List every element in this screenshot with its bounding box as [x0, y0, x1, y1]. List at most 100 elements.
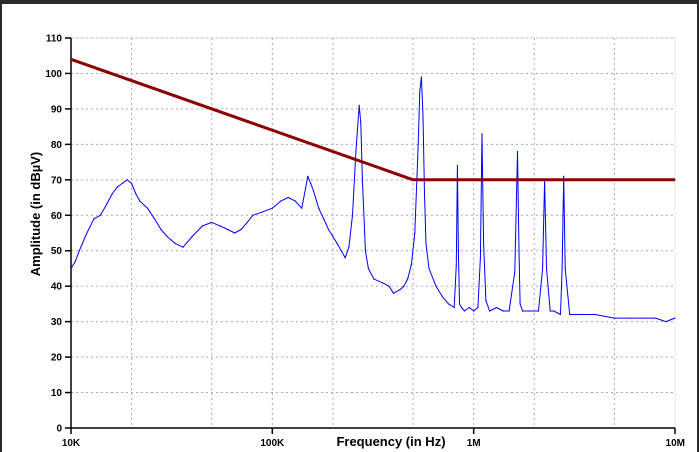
spectrum-point-6: [105, 204, 108, 206]
spectrum-point-76: [458, 303, 461, 305]
spectrum-point-59: [407, 278, 409, 280]
spectrum-point-89: [508, 310, 510, 312]
spectrum-point-81: [477, 306, 479, 309]
spectrum-point-45: [348, 246, 350, 248]
spectrum-point-58: [403, 285, 405, 287]
spectrum-point-27: [246, 221, 248, 223]
plot-area-background: [71, 38, 675, 428]
spectrum-point-103: [561, 267, 563, 270]
spectrum-point-38: [318, 207, 320, 209]
spectrum-point-70: [441, 296, 444, 298]
spectrum-point-50: [361, 179, 363, 181]
spectrum-point-108: [594, 313, 596, 316]
spectrum-point-101: [553, 310, 555, 312]
y-tick-label-30: 30: [51, 317, 63, 328]
spectrum-point-84: [483, 243, 485, 245]
grid-layer: [70, 37, 676, 429]
spectrum-point-112: [654, 317, 657, 319]
spectrum-point-30: [271, 207, 273, 209]
spectrum-point-22: [211, 221, 213, 223]
x-tick-label-10M: 10M: [666, 438, 685, 449]
spectrum-point-54: [381, 282, 383, 284]
spectrum-point-5: [99, 214, 101, 216]
spectrum-point-75: [457, 250, 459, 252]
y-tick-label-90: 90: [51, 104, 63, 115]
spectrum-point-57: [399, 289, 401, 291]
spectrum-point-105: [564, 267, 566, 270]
spectrum-point-114: [674, 317, 676, 319]
spectrum-point-78: [463, 310, 466, 312]
limit-point-2: [674, 179, 676, 181]
spectrum-point-102: [559, 313, 562, 316]
spectrum-point-51: [364, 250, 366, 252]
spectrum-point-31: [280, 200, 282, 202]
y-tick-label-20: 20: [51, 353, 63, 364]
spectrum-point-12: [135, 193, 137, 195]
spectrum-point-66: [423, 193, 426, 195]
spectrum-point-73: [455, 264, 457, 266]
spectrum-point-52: [367, 267, 369, 270]
spectrum-point-77: [460, 306, 463, 309]
spectrum-point-90: [514, 271, 516, 273]
spectrum-point-110: [629, 317, 631, 319]
spectrum-point-17: [166, 235, 168, 238]
spectrum-point-21: [201, 225, 204, 227]
spectrum-point-37: [312, 189, 314, 192]
spectrum-point-20: [191, 235, 193, 238]
spectrum-point-35: [307, 175, 309, 177]
y-tick-label-110: 110: [46, 34, 63, 45]
spectrum-point-25: [234, 232, 236, 234]
spectrum-point-32: [287, 196, 289, 199]
spectrum-point-29: [262, 211, 264, 213]
spectrum-point-69: [435, 285, 437, 287]
spectrum-point-85: [485, 299, 487, 301]
spectrum-point-99: [545, 267, 548, 270]
spectrum-point-65: [422, 115, 424, 117]
spectrum-point-62: [417, 143, 419, 145]
y-tick-label-0: 0: [56, 424, 62, 435]
spectrum-point-53: [373, 278, 375, 280]
spectrum-point-60: [410, 264, 412, 266]
y-tick-label-10: 10: [51, 388, 63, 399]
spectrum-point-113: [665, 321, 667, 323]
y-axis-title: Amplitude (in dBµV): [28, 152, 43, 276]
spectrum-point-79: [468, 306, 470, 309]
spectrum-point-3: [86, 232, 88, 234]
series-layer: [70, 57, 676, 323]
spectrum-point-48: [358, 104, 360, 106]
spectrum-point-13: [139, 200, 141, 202]
spectrum-point-109: [613, 317, 616, 319]
spectrum-point-7: [111, 193, 113, 195]
spectrum-point-18: [174, 243, 176, 245]
spectrum-point-41: [332, 235, 334, 238]
x-tick-label-1M: 1M: [467, 438, 481, 449]
spectrum-point-28: [252, 214, 254, 216]
spectrum-point-83: [481, 133, 483, 135]
spectrum-point-47: [355, 150, 357, 153]
x-tick-label-10K: 10K: [62, 438, 81, 449]
spectrum-point-100: [549, 310, 551, 312]
spectrum-point-19: [182, 246, 184, 248]
spectrum-point-96: [537, 310, 540, 312]
spectrum-point-93: [519, 303, 521, 305]
spectrum-point-2: [78, 250, 80, 252]
limit-point-0: [70, 58, 72, 60]
y-tick-label-80: 80: [51, 140, 63, 151]
spectrum-point-88: [502, 310, 504, 312]
spectrum-point-16: [160, 228, 162, 231]
spectrum-point-40: [327, 228, 330, 231]
spectrum-point-111: [643, 317, 645, 319]
spectrum-point-104: [563, 175, 565, 177]
y-tick-label-50: 50: [51, 246, 63, 257]
spectrum-point-9: [121, 182, 123, 184]
spectrum-point-87: [496, 306, 498, 309]
spectrum-point-107: [582, 313, 584, 316]
spectrum-point-92: [518, 250, 520, 252]
spectrum-point-10: [126, 179, 128, 181]
spectrum-point-72: [453, 306, 455, 309]
spectrum-point-44: [344, 257, 346, 259]
spectrum-point-15: [153, 218, 156, 220]
spectrum-point-71: [447, 303, 450, 305]
x-axis-title: Frequency (in Hz): [336, 434, 445, 449]
spectrum-point-43: [340, 250, 342, 252]
